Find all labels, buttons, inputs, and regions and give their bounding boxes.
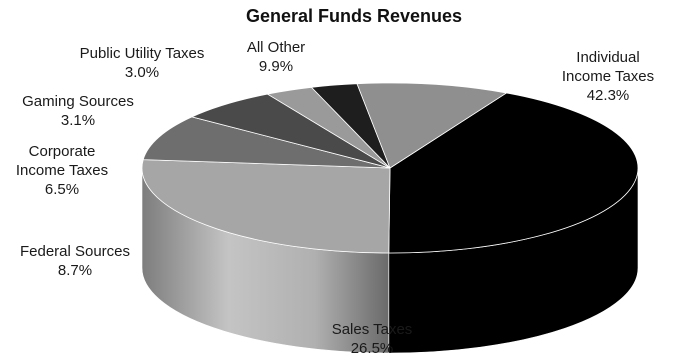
slice-label-text: Corporate <box>29 143 96 160</box>
slice-federal-sources <box>142 116 391 169</box>
slice-value-label: 8.7% <box>58 262 92 279</box>
slice-label-text: Income Taxes <box>16 162 108 179</box>
slice-label-text: Individual <box>576 49 639 66</box>
slice-label-text: Federal Sources <box>20 243 130 260</box>
slice-label-all-other: All Other 9.9% <box>247 39 305 75</box>
slice-label-public-utility-taxes: Public Utility Taxes 3.0% <box>80 45 205 81</box>
slice-label-sales-taxes: Sales Taxes 26.5% <box>332 321 413 357</box>
slice-value-label: 9.9% <box>259 58 293 75</box>
slice-label-text: Gaming Sources <box>22 93 134 110</box>
slice-value-label: 3.1% <box>61 112 95 129</box>
slice-label-text: Income Taxes <box>562 68 654 85</box>
pie-labels: Individual Income Taxes 42.3% Sales Taxes 26… <box>16 39 654 357</box>
slice-individual-income-taxes <box>388 92 639 254</box>
slice-label-federal-sources: Federal Sources 8.7% <box>20 243 130 279</box>
slice-label-corporate-income-taxes: Corporate Income Taxes 6.5% <box>16 143 108 198</box>
slice-sales-taxes <box>141 159 391 254</box>
slice-value-label: 42.3% <box>587 87 630 104</box>
slice-label-individual-income-taxes: Individual Income Taxes 42.3% <box>562 49 654 104</box>
slice-all-other <box>356 82 508 169</box>
chart-title: General Funds Revenues <box>246 6 462 26</box>
slice-value-label: 26.5% <box>351 340 394 357</box>
slice-label-text: Public Utility Taxes <box>80 45 205 62</box>
slice-value-label: 6.5% <box>45 181 79 198</box>
slice-label-text: All Other <box>247 39 305 56</box>
slice-label-text: Sales Taxes <box>332 321 413 338</box>
slice-label-gaming-sources: Gaming Sources 3.1% <box>22 93 134 129</box>
slice-value-label: 3.0% <box>125 64 159 81</box>
pie-tops <box>141 82 639 254</box>
